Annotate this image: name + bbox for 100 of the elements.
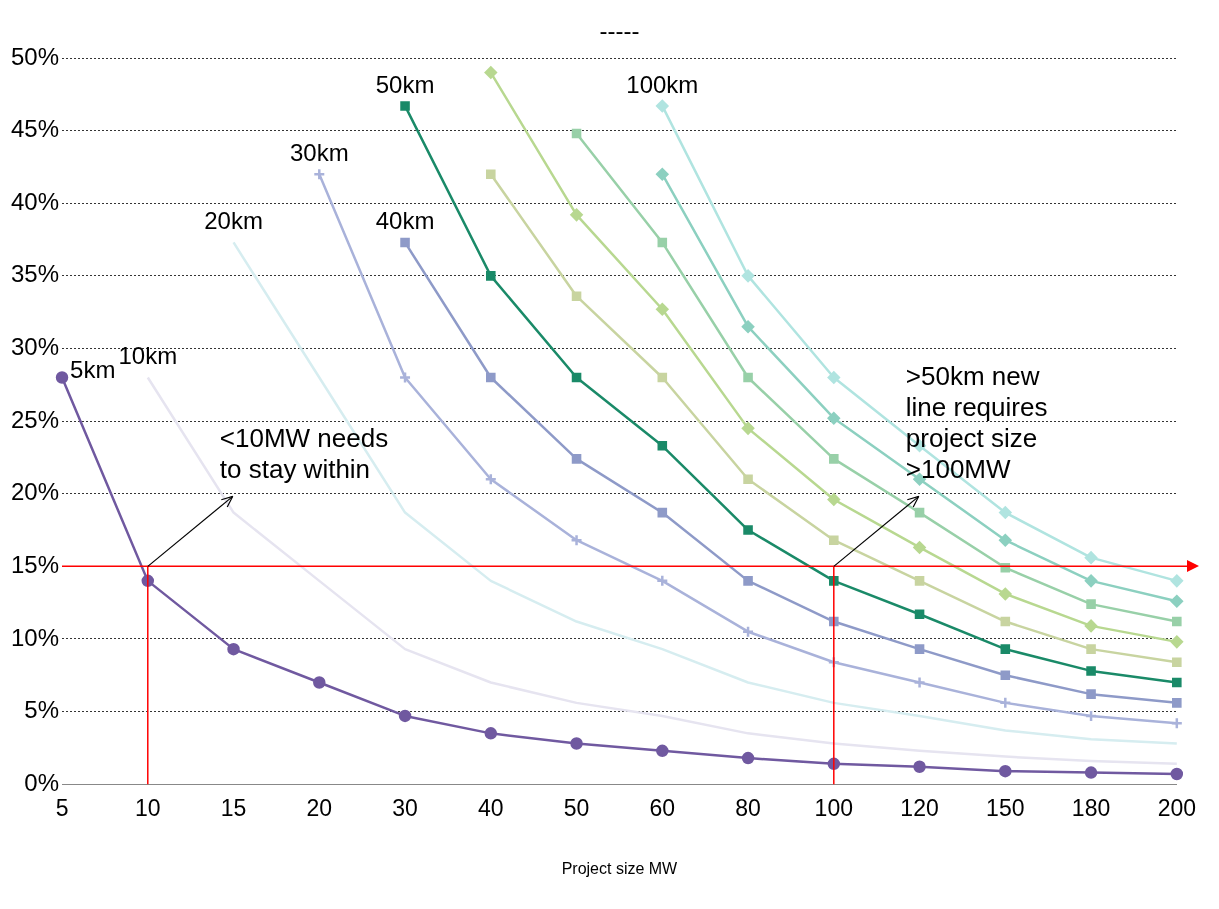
point [1170, 635, 1184, 649]
x-tick-label: 120 [900, 795, 939, 822]
series-label: 5km [70, 356, 116, 384]
series-label: 10km [118, 342, 178, 370]
x-tick-label: 50 [563, 795, 590, 822]
point [1170, 716, 1184, 730]
y-tick-label: 0% [24, 768, 60, 796]
series-label: 20km [204, 207, 263, 235]
y-tick-label: 20% [10, 478, 60, 506]
y-tick-label: 5% [24, 696, 60, 724]
point [999, 696, 1012, 710]
x-tick-label: 20 [306, 795, 333, 822]
x-tick-label: 200 [1157, 795, 1196, 822]
point [913, 760, 926, 774]
point [657, 507, 668, 518]
point [1000, 644, 1011, 654]
point [743, 372, 753, 383]
point [570, 208, 583, 222]
point [827, 371, 841, 384]
point [657, 372, 668, 383]
point [743, 576, 753, 586]
x-tick-label: 60 [649, 795, 676, 822]
point [1172, 677, 1182, 688]
point [398, 371, 412, 384]
point [741, 320, 755, 333]
point [571, 372, 582, 383]
point [486, 372, 496, 383]
point [1172, 657, 1182, 667]
point [999, 764, 1012, 778]
point [741, 269, 755, 283]
point [486, 271, 496, 281]
text: ----- [599, 16, 640, 44]
point [1086, 689, 1096, 699]
point [570, 737, 583, 750]
point [484, 472, 498, 486]
point [1084, 551, 1098, 564]
point [55, 371, 69, 384]
point [914, 644, 925, 654]
point [1086, 599, 1096, 609]
point [999, 506, 1012, 519]
point [484, 66, 498, 79]
point [571, 454, 582, 464]
point [571, 128, 582, 139]
point [913, 541, 926, 554]
point [656, 167, 669, 181]
point [398, 709, 412, 723]
point [1170, 574, 1184, 588]
x-tick-label: 150 [986, 795, 1025, 822]
point [571, 291, 582, 301]
point [227, 642, 240, 656]
y-tick-label: 45% [10, 115, 60, 143]
point [829, 454, 839, 464]
point [656, 303, 669, 316]
point [1170, 594, 1184, 608]
point [1172, 698, 1182, 708]
point [741, 422, 755, 435]
point [570, 533, 583, 547]
y-tick-label: 15% [10, 550, 60, 578]
point [486, 169, 496, 179]
x-tick-label: 80 [735, 795, 761, 822]
point [1172, 616, 1182, 627]
x-tick-label: 10 [134, 795, 161, 822]
y-tick-label: 30% [10, 333, 60, 361]
point [743, 474, 753, 484]
series-label: 30km [289, 138, 349, 166]
point [313, 676, 326, 689]
point [657, 441, 668, 451]
point [657, 237, 668, 248]
annotation: >50km new line requires project size >100MW [905, 361, 1048, 485]
point [829, 535, 839, 545]
y-tick-label: 35% [10, 260, 60, 288]
point [827, 411, 841, 425]
point [1000, 616, 1011, 627]
x-tick-label: 30 [392, 795, 418, 822]
y-tick-label: 40% [10, 187, 60, 215]
point [1170, 767, 1184, 781]
x-axis-title: Project size MW [561, 859, 679, 877]
x-tick-label: 180 [1071, 795, 1111, 822]
point [656, 574, 669, 588]
x-tick-label: 40 [478, 795, 504, 822]
x-tick-label: 100 [814, 795, 853, 822]
point [484, 727, 498, 740]
y-tick-label: 50% [10, 42, 60, 70]
point [1084, 619, 1098, 633]
annotation: <10MW needs to stay within [219, 423, 389, 485]
y-tick-label: 25% [10, 405, 60, 433]
point [999, 587, 1012, 601]
point [1084, 574, 1098, 588]
point [400, 101, 410, 111]
point [1000, 670, 1011, 681]
x-tick-label: 15 [220, 795, 247, 822]
point [914, 507, 925, 518]
series-label: 50km [375, 70, 435, 98]
point [1084, 766, 1098, 779]
series-label: 40km [375, 207, 435, 235]
point [913, 676, 926, 689]
point [1086, 644, 1096, 654]
series-label: 100km [626, 70, 699, 98]
point [741, 625, 755, 638]
point [1086, 666, 1096, 676]
